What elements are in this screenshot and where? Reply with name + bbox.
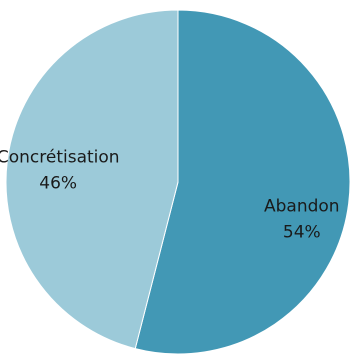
slice-value-label: 54% [283,222,321,242]
pie-slice-abandon [134,9,351,355]
pie-slice-concrétisation [5,9,179,350]
slice-category-label: Concrétisation [0,148,120,168]
slice-category-label: Abandon [264,196,340,216]
slice-label-concrétisation: Concrétisation 46% [0,148,120,194]
slice-label-abandon: Abandon 54% [264,196,340,242]
slice-labels: Abandon 54% Concrétisation 46% [0,148,340,243]
slice-value-label: 46% [39,174,77,194]
pie-slices [5,9,351,355]
